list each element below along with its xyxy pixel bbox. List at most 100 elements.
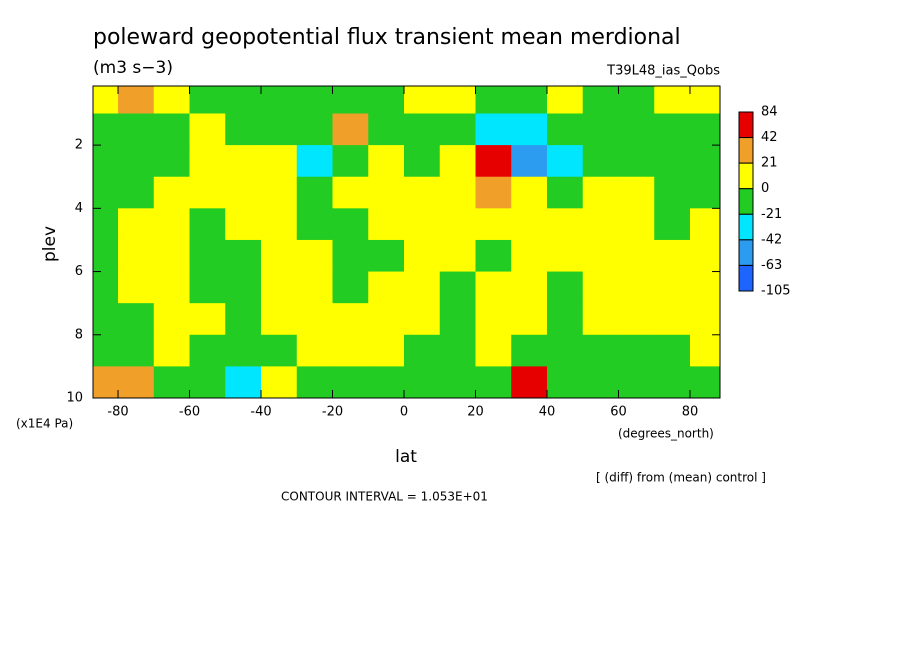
field-cell bbox=[511, 239, 548, 273]
field-cell bbox=[546, 303, 584, 336]
field-cell bbox=[93, 208, 119, 241]
field-cell bbox=[225, 271, 262, 304]
field-cell bbox=[296, 176, 334, 209]
field-cell bbox=[475, 145, 512, 178]
field-cell bbox=[332, 239, 369, 273]
field-cell bbox=[118, 176, 155, 209]
y-tick-label: 4 bbox=[75, 201, 83, 216]
field-cell bbox=[689, 334, 720, 367]
field-cell bbox=[189, 366, 226, 398]
field-cell bbox=[261, 303, 298, 336]
field-cell bbox=[582, 145, 619, 178]
field-cell bbox=[654, 145, 691, 178]
field-cell bbox=[403, 334, 441, 367]
x-tick-label: 20 bbox=[467, 405, 484, 420]
field-cell bbox=[618, 303, 655, 336]
y-units: (x1E4 Pa) bbox=[16, 417, 73, 431]
x-tick-label: -80 bbox=[107, 405, 128, 420]
field-cell bbox=[582, 86, 619, 115]
field-cell bbox=[368, 303, 405, 336]
field-cell bbox=[546, 366, 584, 398]
field-cell bbox=[403, 239, 441, 273]
x-tick-label: -20 bbox=[322, 405, 343, 420]
field-cell bbox=[403, 86, 441, 115]
field-cell bbox=[261, 208, 298, 241]
field-cell bbox=[189, 208, 226, 241]
field-cell bbox=[689, 113, 720, 146]
field-cell bbox=[332, 113, 369, 146]
field-cell bbox=[296, 145, 334, 178]
field-cell bbox=[332, 86, 369, 115]
chart-title: poleward geopotential flux transient mea… bbox=[93, 25, 681, 50]
field-cell bbox=[689, 366, 720, 398]
field-cell bbox=[225, 145, 262, 178]
field-cell bbox=[403, 113, 441, 146]
plot-frame bbox=[92, 85, 721, 399]
field-cell bbox=[296, 86, 334, 115]
field-cell bbox=[118, 366, 155, 398]
field-cell bbox=[368, 208, 405, 241]
colorbar-box bbox=[738, 264, 754, 292]
field-cell bbox=[618, 86, 655, 115]
field-cell bbox=[93, 113, 119, 146]
field-cell bbox=[618, 113, 655, 146]
field-cell bbox=[654, 239, 691, 273]
field-cell bbox=[511, 176, 548, 209]
field-cell bbox=[654, 113, 691, 146]
field-cell bbox=[439, 113, 476, 146]
field-cell bbox=[618, 334, 655, 367]
field-cell bbox=[689, 176, 720, 209]
field-cell bbox=[475, 366, 512, 398]
field-cell bbox=[689, 145, 720, 178]
field-cell bbox=[439, 239, 476, 273]
field-cell bbox=[403, 366, 441, 398]
colorbar-label: -105 bbox=[761, 284, 791, 299]
x-tick-label: 40 bbox=[539, 405, 556, 420]
field-cell bbox=[296, 113, 334, 146]
field-cell bbox=[93, 176, 119, 209]
field-cell bbox=[332, 303, 369, 336]
colorbar-box bbox=[738, 111, 754, 139]
x-tick-label: 0 bbox=[400, 405, 408, 420]
field-cell bbox=[368, 145, 405, 178]
field-cell bbox=[225, 113, 262, 146]
field-cell bbox=[189, 239, 226, 273]
field-cell bbox=[439, 334, 476, 367]
field-cell bbox=[189, 86, 226, 115]
field-cell bbox=[368, 334, 405, 367]
x-tick-label: -40 bbox=[250, 405, 271, 420]
y-tick-label: 8 bbox=[75, 327, 83, 342]
field-cell bbox=[261, 271, 298, 304]
field-cell bbox=[332, 176, 369, 209]
field-cell bbox=[296, 208, 334, 241]
field-cell bbox=[261, 113, 298, 146]
field-cell bbox=[153, 271, 191, 304]
field-cell bbox=[511, 86, 548, 115]
field-cell bbox=[546, 271, 584, 304]
field-cell bbox=[511, 334, 548, 367]
field-cell bbox=[368, 86, 405, 115]
field-cell bbox=[118, 113, 155, 146]
field-cell bbox=[368, 239, 405, 273]
field-cell bbox=[261, 334, 298, 367]
field-cell bbox=[403, 271, 441, 304]
field-cell bbox=[654, 176, 691, 209]
field-cell bbox=[368, 271, 405, 304]
field-cell bbox=[403, 176, 441, 209]
field-cell bbox=[439, 145, 476, 178]
x-tick-label: 80 bbox=[682, 405, 699, 420]
field-cell bbox=[618, 176, 655, 209]
field-cell bbox=[546, 239, 584, 273]
field-cell bbox=[582, 239, 619, 273]
field-cell bbox=[439, 86, 476, 115]
field-cell bbox=[261, 86, 298, 115]
field-cell bbox=[261, 145, 298, 178]
field-cell bbox=[118, 334, 155, 367]
field-cell bbox=[296, 271, 334, 304]
colorbar-label: -63 bbox=[761, 258, 782, 273]
field-cell bbox=[368, 176, 405, 209]
y-tick-label: 2 bbox=[75, 138, 83, 153]
field-cell bbox=[475, 303, 512, 336]
field-cell bbox=[225, 86, 262, 115]
